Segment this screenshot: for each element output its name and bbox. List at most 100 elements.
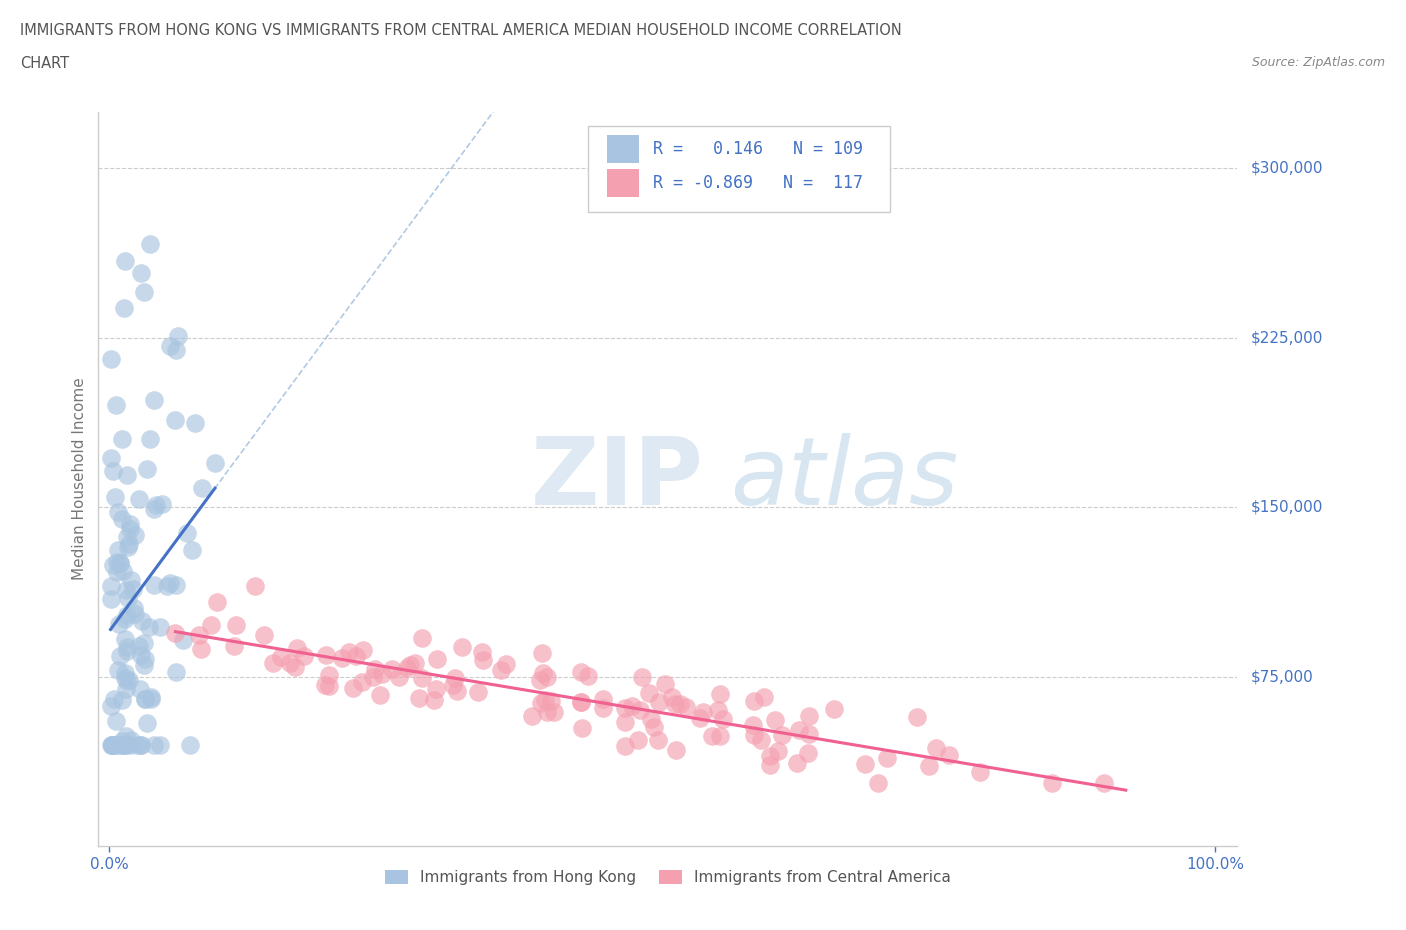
Point (530, 696, 553, 711)
Point (114, 671, 136, 685)
Point (648, 695, 671, 710)
Point (114, 254, 136, 269)
Point (613, 700, 636, 715)
Point (866, 776, 889, 790)
Point (165, 665, 187, 680)
Point (752, 689, 775, 704)
Point (472, 653, 495, 668)
Text: $75,000: $75,000 (1251, 670, 1313, 684)
Point (117, 672, 139, 687)
Point (100, 578, 122, 593)
Point (446, 683, 468, 698)
Point (408, 690, 430, 705)
Point (404, 656, 426, 671)
Legend: Immigrants from Hong Kong, Immigrants from Central America: Immigrants from Hong Kong, Immigrants fr… (378, 864, 957, 892)
Point (569, 694, 592, 709)
Point (129, 265, 152, 280)
Point (190, 642, 212, 657)
Point (270, 649, 292, 664)
Point (741, 718, 763, 733)
Point (184, 416, 207, 431)
Point (118, 537, 141, 551)
Point (139, 690, 162, 705)
Point (105, 713, 128, 728)
Point (396, 660, 419, 675)
Point (543, 705, 565, 720)
Point (285, 641, 308, 656)
Point (138, 619, 160, 634)
Point (143, 737, 166, 752)
Point (905, 710, 928, 724)
Point (530, 645, 553, 660)
Point (222, 639, 245, 654)
Point (100, 451, 122, 466)
Point (318, 668, 340, 683)
Point (576, 669, 599, 684)
Point (105, 554, 128, 569)
Point (529, 672, 551, 687)
Point (284, 659, 307, 674)
Point (314, 677, 336, 692)
Point (631, 670, 654, 684)
Point (143, 578, 166, 592)
Point (536, 670, 558, 684)
Point (387, 670, 409, 684)
Point (167, 328, 190, 343)
Point (111, 737, 134, 752)
Point (100, 352, 122, 366)
Point (467, 684, 489, 699)
Point (571, 721, 593, 736)
Point (292, 648, 315, 663)
Point (569, 695, 592, 710)
Point (165, 578, 187, 593)
Point (110, 733, 132, 748)
Point (628, 703, 651, 718)
Point (797, 727, 820, 742)
Point (122, 582, 145, 597)
Point (876, 751, 898, 766)
Text: atlas: atlas (731, 433, 959, 525)
Point (100, 591, 122, 606)
Point (103, 692, 125, 707)
Point (103, 737, 125, 752)
Point (163, 412, 186, 427)
Point (489, 662, 512, 677)
Point (540, 694, 562, 709)
Point (118, 737, 141, 752)
Point (124, 601, 146, 616)
Point (120, 733, 142, 748)
Point (411, 631, 433, 645)
Text: Source: ZipAtlas.com: Source: ZipAtlas.com (1251, 56, 1385, 69)
Point (165, 626, 187, 641)
Point (853, 757, 876, 772)
Point (702, 728, 724, 743)
Point (205, 594, 228, 609)
Point (159, 576, 181, 591)
Point (149, 619, 172, 634)
Point (107, 542, 129, 557)
Point (613, 714, 636, 729)
Point (120, 573, 142, 588)
Point (128, 638, 150, 653)
Text: $150,000: $150,000 (1251, 499, 1323, 514)
Point (111, 564, 134, 578)
Point (664, 697, 686, 711)
Point (111, 512, 134, 526)
Point (172, 632, 194, 647)
Point (352, 643, 374, 658)
Point (139, 236, 162, 251)
Point (200, 618, 222, 632)
Point (709, 728, 731, 743)
Point (115, 607, 138, 622)
Point (111, 432, 134, 446)
Point (262, 656, 284, 671)
Point (661, 690, 683, 705)
Point (613, 738, 636, 753)
Point (569, 665, 592, 680)
Point (134, 635, 156, 650)
Point (692, 705, 714, 720)
Bar (607, 135, 640, 163)
Point (181, 542, 204, 557)
Point (536, 705, 558, 720)
Point (520, 708, 543, 723)
